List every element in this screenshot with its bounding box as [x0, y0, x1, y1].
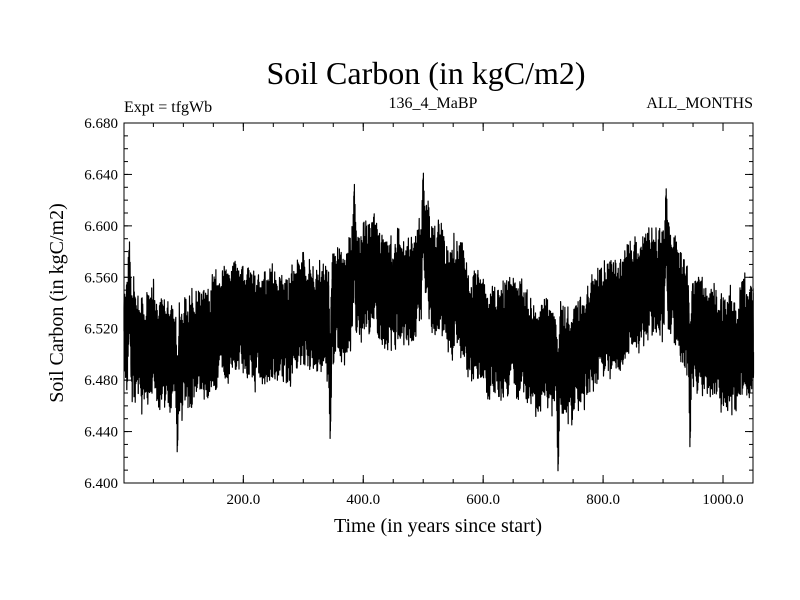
- y-tick-label: 6.600: [84, 219, 118, 235]
- y-tick-label: 6.440: [84, 425, 118, 441]
- x-tick-label: 800.0: [586, 492, 620, 508]
- chart-title: Soil Carbon (in kgC/m2): [266, 55, 585, 91]
- y-tick-label: 6.400: [84, 476, 118, 492]
- y-tick-label: 6.560: [84, 270, 118, 286]
- y-tick-label: 6.680: [84, 116, 118, 132]
- y-tick-label: 6.480: [84, 373, 118, 389]
- y-tick-label: 6.520: [84, 322, 118, 338]
- y-tick-label: 6.640: [84, 167, 118, 183]
- series-line: [123, 172, 755, 472]
- x-tick-label: 200.0: [226, 492, 260, 508]
- subtitle-left: Expt = tfgWb: [124, 99, 212, 116]
- x-tick-label: 600.0: [466, 492, 500, 508]
- x-tick-label: 400.0: [346, 492, 380, 508]
- subtitle-right: ALL_MONTHS: [646, 95, 753, 112]
- y-axis-label: Soil Carbon (in kgC/m2): [46, 203, 68, 402]
- subtitle-center: 136_4_MaBP: [389, 95, 478, 112]
- x-tick-label: 1000.0: [702, 492, 743, 508]
- x-axis-label: Time (in years since start): [334, 515, 542, 537]
